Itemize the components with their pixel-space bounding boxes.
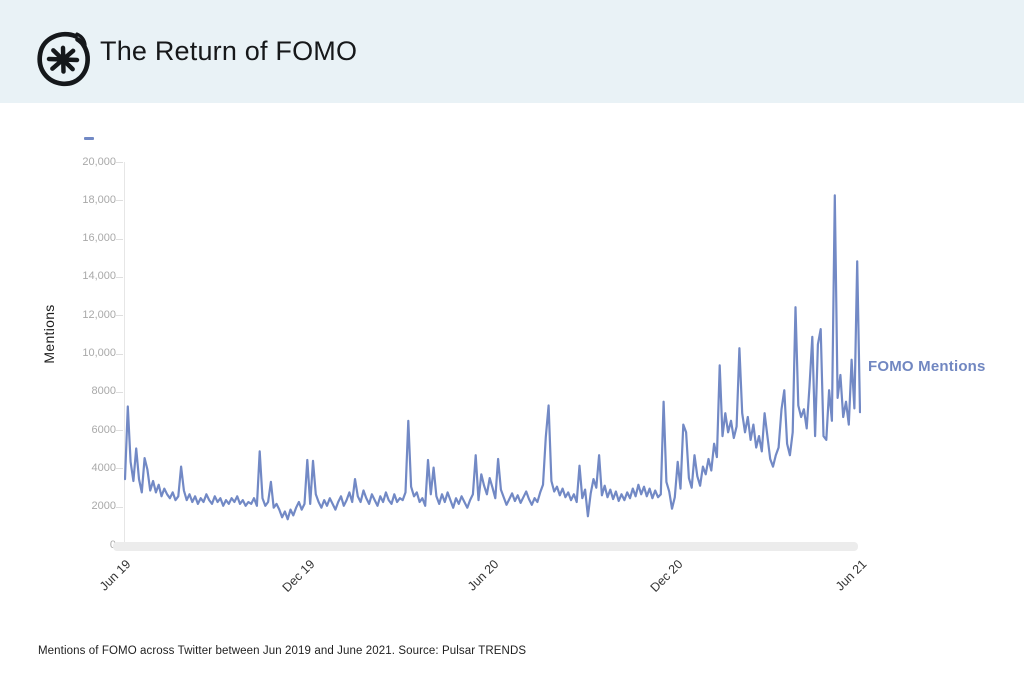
y-tick-mark <box>116 238 123 240</box>
y-tick-mark <box>116 430 123 432</box>
y-tick-label: 10,000 <box>82 347 116 359</box>
series-label: FOMO Mentions <box>868 358 986 375</box>
y-tick-label: 4000 <box>91 461 116 474</box>
y-tick-label: 18,000 <box>82 193 116 206</box>
x-tick-label: Dec 20 <box>647 557 686 595</box>
x-axis-baseline-bar <box>113 542 858 551</box>
header: The Return of FOMO <box>0 0 1024 103</box>
y-tick-mark <box>116 162 123 163</box>
y-tick-label: 0 <box>110 539 116 551</box>
y-tick-label: 8000 <box>91 385 116 398</box>
caption: Mentions of FOMO across Twitter between … <box>38 645 527 657</box>
x-tick-label: Dec 19 <box>279 557 318 595</box>
y-tick-mark <box>116 276 123 278</box>
y-tick-mark <box>116 353 123 355</box>
y-tick-label: 20,000 <box>82 155 116 168</box>
fomo-mentions-series-line <box>124 194 861 521</box>
y-tick-label: 6000 <box>91 423 116 436</box>
y-tick-label: 2000 <box>91 500 116 513</box>
pulsar-logo-icon <box>34 30 92 88</box>
y-tick-mark <box>116 391 123 393</box>
page-title: The Return of FOMO <box>100 36 358 66</box>
y-tick-label: 16,000 <box>82 232 116 245</box>
y-tick-mark <box>116 468 123 470</box>
y-tick-mark <box>116 315 123 317</box>
y-tick-label: 14,000 <box>82 270 116 283</box>
y-tick-label: 12,000 <box>82 308 116 321</box>
y-axis-line <box>124 162 125 545</box>
y-axis-title: Mentions <box>41 304 57 364</box>
fomo-mentions-line-chart <box>124 194 861 521</box>
y-tick-mark <box>116 506 123 508</box>
legend-dash-icon <box>84 137 94 140</box>
x-tick-label: Jun 19 <box>97 557 134 594</box>
x-tick-label: Jun 21 <box>833 557 870 594</box>
y-tick-mark <box>116 200 123 202</box>
x-tick-label: Jun 20 <box>465 557 502 594</box>
